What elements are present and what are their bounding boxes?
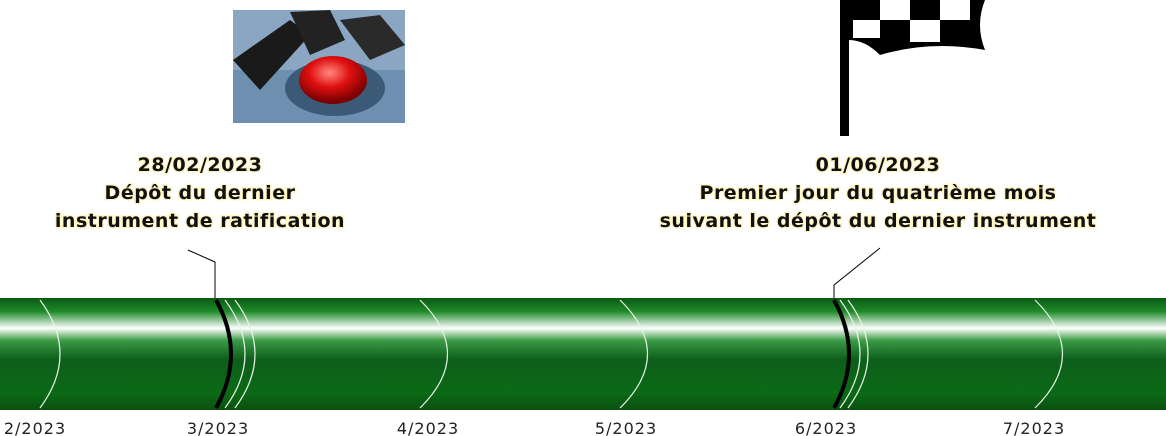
month-label: 2/2023 xyxy=(4,419,66,436)
event-date: 01/06/2023 xyxy=(816,154,941,176)
event-text: Premier jour du quatrième mois xyxy=(700,182,1057,204)
timeline-diagram: 2/2023 3/2023 4/2023 5/2023 6/2023 7/2023 28/0… xyxy=(0,0,1166,436)
month-label: 5/2023 xyxy=(595,419,657,436)
event-date: 28/02/2023 xyxy=(138,154,263,176)
month-label: 6/2023 xyxy=(795,419,857,436)
month-label: 7/2023 xyxy=(1003,419,1065,436)
button-image xyxy=(233,10,405,123)
event-text: Dépôt du dernier xyxy=(105,182,296,204)
month-label: 4/2023 xyxy=(397,419,459,436)
event-text: instrument de ratification xyxy=(55,210,345,232)
timeline-bar xyxy=(0,298,1166,410)
event-text: suivant le dépôt du dernier instrument xyxy=(660,210,1097,232)
leader-lines xyxy=(188,248,880,298)
finish-flag xyxy=(840,0,985,136)
month-label: 3/2023 xyxy=(187,419,249,436)
